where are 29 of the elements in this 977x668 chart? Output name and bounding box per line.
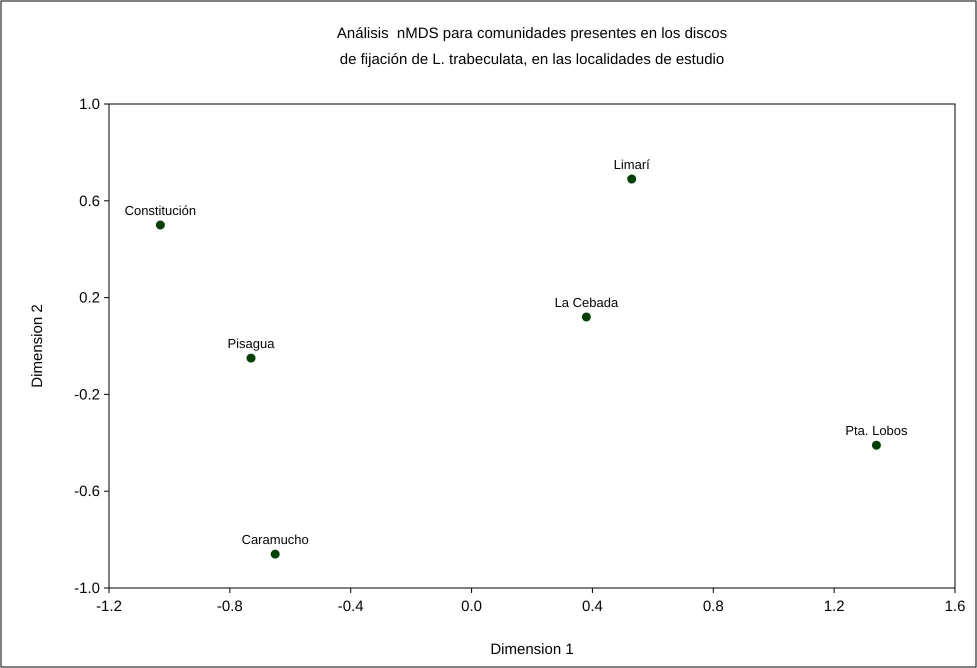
y-tick-label: 0.2 (79, 290, 100, 307)
x-tick-label: -1.2 (96, 598, 122, 615)
point (582, 312, 591, 322)
x-axis-title: Dimension 1 (490, 641, 574, 658)
y-axis-title: Dimension 2 (29, 304, 46, 388)
x-tick-label: 0.0 (461, 598, 482, 615)
annotation: Caramucho (242, 532, 309, 548)
x-tick-label: 0.4 (582, 598, 603, 615)
chart-title: Análisis nMDS para comunidades presentes en los discos de fijación de L. trabeculata, en las localidades de estudio (336, 25, 728, 68)
y-tick-label: -0.6 (74, 483, 100, 500)
y-tick-label: -0.2 (74, 386, 100, 404)
annotation: Constitución (124, 203, 196, 218)
y-tick-label: 0.6 (79, 192, 100, 210)
x-tick-label: -0.8 (216, 598, 243, 615)
annotation: La Cebada (554, 294, 619, 310)
annotation: Pta. Lobos (845, 423, 908, 438)
y-tick-label: -1.0 (74, 580, 100, 597)
point (270, 550, 280, 559)
point (627, 174, 636, 184)
y-tick-label: 1.0 (79, 96, 100, 113)
x-tick-label: 0.8 (702, 598, 724, 615)
point (872, 440, 881, 450)
annotation: Limarí (614, 157, 650, 172)
x-tick-label: 1.2 (824, 598, 845, 615)
point (156, 220, 165, 230)
x-tick-label: 1.6 (944, 598, 966, 615)
annotation: Pisagua (228, 336, 276, 352)
x-tick-label: -0.4 (338, 598, 364, 615)
point (246, 354, 256, 363)
